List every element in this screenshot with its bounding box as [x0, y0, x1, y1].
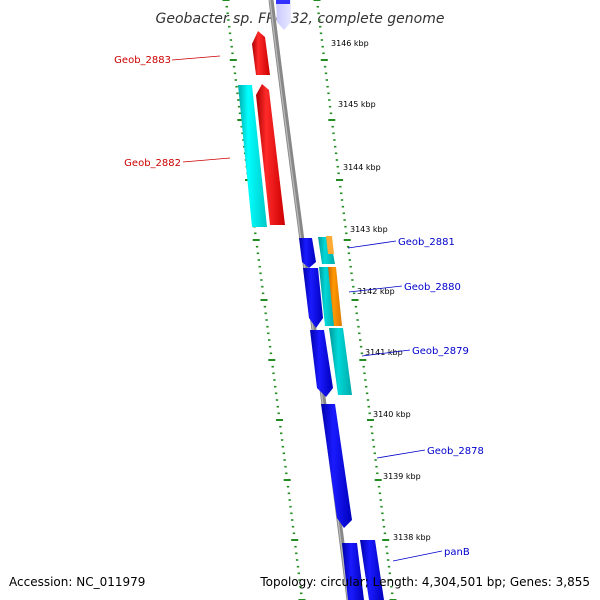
leader-geob-2879: [361, 349, 411, 357]
gene-geob-2880[interactable]: [303, 268, 323, 328]
leader-geob-2880: [348, 285, 403, 293]
leader-geob-2882: [182, 157, 231, 163]
gene-label-geob-2883[interactable]: Geob_2883: [114, 55, 171, 66]
leader-panb: [392, 550, 443, 562]
cds-geob-2880-orange[interactable]: [328, 267, 342, 326]
gene-geob-2883[interactable]: [252, 31, 270, 75]
gene-geob-2882[interactable]: [256, 84, 285, 225]
gene-geob-2878[interactable]: [321, 404, 352, 528]
topology-text: Topology: circular; Length: 4,304,501 bp…: [259, 575, 590, 589]
gene-panb[interactable]: [360, 540, 384, 600]
partial-feature-top-edge: [276, 0, 290, 4]
gene-panb-left[interactable]: [342, 543, 364, 600]
gene-label-geob-2881[interactable]: Geob_2881: [398, 237, 455, 248]
leader-geob-2883: [171, 55, 221, 61]
gene-label-panb[interactable]: panB: [444, 547, 470, 558]
cds-geob-2882[interactable]: [238, 85, 267, 227]
kbp-label-3145: 3145 kbp: [338, 100, 376, 109]
map-title: Geobacter sp. FRC-32, complete genome: [156, 11, 445, 27]
leader-geob-2881: [347, 240, 397, 249]
accession-text: Accession: NC_011979: [9, 575, 145, 589]
gene-label-geob-2882[interactable]: Geob_2882: [124, 158, 181, 169]
leader-geob-2878: [376, 449, 426, 459]
kbp-label-3146: 3146 kbp: [331, 39, 369, 48]
kbp-label-3140: 3140 kbp: [373, 410, 411, 419]
gene-geob-2881[interactable]: [299, 238, 316, 268]
kbp-label-3139: 3139 kbp: [383, 472, 421, 481]
gene-geob-2879[interactable]: [310, 330, 333, 397]
kbp-label-3144: 3144 kbp: [343, 163, 381, 172]
kbp-label-3138: 3138 kbp: [393, 533, 431, 542]
kbp-label-3141: 3141 kbp: [365, 348, 403, 357]
kbp-label-3143: 3143 kbp: [350, 225, 388, 234]
cds-geob-2881-orange: [326, 236, 334, 254]
partial-feature-top: [276, 0, 291, 30]
cds-geob-2880-teal[interactable]: [319, 267, 335, 326]
cds-geob-2879[interactable]: [329, 328, 352, 395]
gene-label-geob-2878[interactable]: Geob_2878: [427, 446, 484, 457]
kbp-label-3142: 3142 kbp: [357, 287, 395, 296]
gene-label-geob-2879[interactable]: Geob_2879: [412, 346, 469, 357]
tick-marks: [222, 0, 397, 600]
gene-label-geob-2880[interactable]: Geob_2880: [404, 282, 461, 293]
